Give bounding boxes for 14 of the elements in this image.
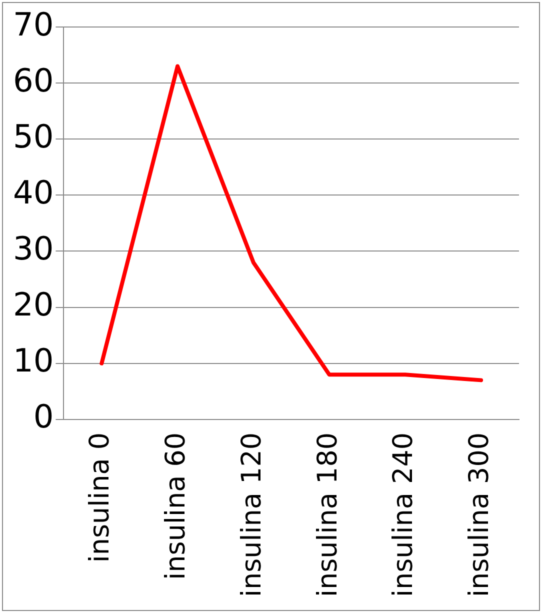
y-tick-label: 70 — [13, 5, 54, 44]
y-tick-label: 30 — [13, 230, 54, 268]
y-tick-label: 60 — [13, 61, 54, 100]
x-tick-label: insulina 0 — [84, 432, 116, 563]
x-tick-label: insulina 240 — [388, 432, 420, 598]
y-tick-label: 10 — [13, 342, 54, 380]
x-tick-label: insulina 300 — [464, 432, 496, 598]
y-tick-label: 50 — [13, 117, 54, 156]
y-tick-label: 0 — [33, 398, 54, 436]
y-tick-label: 20 — [13, 286, 54, 324]
x-tick-label: insulina 180 — [312, 432, 344, 598]
x-tick-label: insulina 120 — [236, 432, 268, 598]
y-tick-label: 40 — [13, 173, 54, 212]
x-tick-label: insulina 60 — [160, 432, 192, 580]
